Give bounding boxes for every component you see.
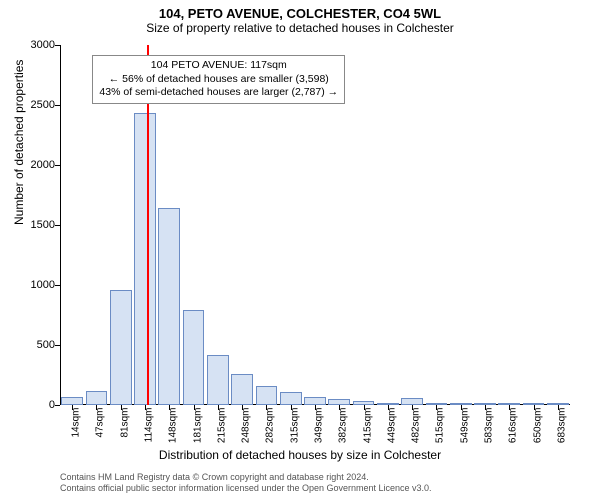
- histogram-bar: [86, 391, 108, 405]
- ytick-label: 0: [20, 399, 55, 411]
- ytick-mark: [55, 165, 60, 166]
- xtick-label: 181sqm: [192, 408, 203, 444]
- xtick-label: 349sqm: [314, 408, 325, 444]
- xtick-label: 482sqm: [411, 408, 422, 444]
- histogram-bar: [61, 397, 83, 405]
- callout-line1: 104 PETO AVENUE: 117sqm: [99, 59, 338, 73]
- xtick-label: 382sqm: [338, 408, 349, 444]
- page-subtitle: Size of property relative to detached ho…: [0, 21, 600, 35]
- xtick-label: 114sqm: [144, 408, 155, 443]
- xtick-label: 282sqm: [265, 408, 276, 444]
- footer-line1: Contains HM Land Registry data © Crown c…: [60, 472, 432, 483]
- callout-line3: 43% of semi-detached houses are larger (…: [99, 86, 338, 100]
- histogram-bar: [304, 397, 326, 405]
- footer-line2: Contains official public sector informat…: [60, 483, 432, 494]
- ytick-label: 3000: [20, 39, 55, 51]
- ytick-mark: [55, 285, 60, 286]
- ytick-mark: [55, 345, 60, 346]
- xtick-label: 415sqm: [362, 408, 373, 444]
- ytick-label: 1500: [20, 219, 55, 231]
- footer-text: Contains HM Land Registry data © Crown c…: [60, 472, 432, 495]
- ytick-label: 2000: [20, 159, 55, 171]
- chart-area: 104 PETO AVENUE: 117sqm ← 56% of detache…: [60, 45, 570, 405]
- xtick-label: 14sqm: [71, 408, 82, 438]
- xtick-label: 583sqm: [484, 408, 495, 444]
- histogram-bar: [158, 208, 180, 405]
- callout-box: 104 PETO AVENUE: 117sqm ← 56% of detache…: [92, 55, 345, 104]
- xtick-label: 148sqm: [168, 408, 179, 444]
- histogram-bar: [231, 374, 253, 405]
- xtick-label: 650sqm: [532, 408, 543, 444]
- xtick-label: 515sqm: [435, 408, 446, 444]
- histogram-bar: [256, 386, 278, 405]
- xtick-label: 449sqm: [386, 408, 397, 444]
- histogram-bar: [207, 355, 229, 405]
- histogram-bar: [110, 290, 132, 405]
- ytick-mark: [55, 105, 60, 106]
- callout-line2: ← 56% of detached houses are smaller (3,…: [99, 73, 338, 87]
- xtick-label: 81sqm: [119, 408, 130, 438]
- page-title: 104, PETO AVENUE, COLCHESTER, CO4 5WL: [0, 6, 600, 21]
- ytick-mark: [55, 405, 60, 406]
- x-axis-label: Distribution of detached houses by size …: [0, 448, 600, 462]
- xtick-label: 683sqm: [556, 408, 567, 444]
- xtick-label: 315sqm: [289, 408, 300, 444]
- xtick-label: 549sqm: [459, 408, 470, 444]
- xtick-label: 248sqm: [241, 408, 252, 444]
- xtick-label: 47sqm: [95, 408, 106, 438]
- y-axis-label: Number of detached properties: [12, 60, 26, 225]
- histogram-bar: [401, 398, 423, 405]
- histogram-bar: [183, 310, 205, 405]
- ytick-label: 1000: [20, 279, 55, 291]
- title-block: 104, PETO AVENUE, COLCHESTER, CO4 5WL Si…: [0, 0, 600, 35]
- ytick-mark: [55, 45, 60, 46]
- histogram-bar: [134, 113, 156, 405]
- plot-area: 104 PETO AVENUE: 117sqm ← 56% of detache…: [60, 45, 570, 405]
- xtick-label: 215sqm: [216, 408, 227, 444]
- xtick-label: 616sqm: [508, 408, 519, 444]
- ytick-label: 500: [20, 339, 55, 351]
- histogram-bar: [280, 392, 302, 405]
- ytick-mark: [55, 225, 60, 226]
- ytick-label: 2500: [20, 99, 55, 111]
